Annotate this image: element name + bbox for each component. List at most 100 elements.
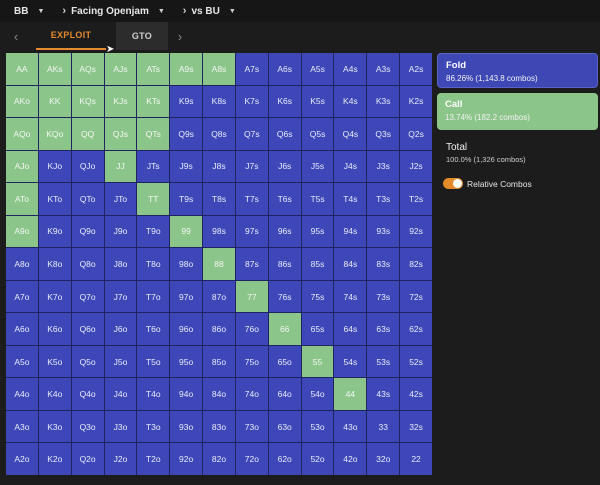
hand-cell-62o[interactable]: 62o bbox=[268, 443, 301, 475]
hand-cell-33[interactable]: 33 bbox=[367, 410, 400, 443]
breadcrumb-position[interactable]: BB ▼ bbox=[14, 0, 44, 22]
hand-cell-qts[interactable]: QTs bbox=[137, 118, 170, 150]
hand-cell-j8s[interactable]: J8s bbox=[203, 150, 235, 183]
hand-cell-q8o[interactable]: Q8o bbox=[71, 248, 104, 280]
hand-cell-t5s[interactable]: T5s bbox=[301, 183, 334, 215]
hand-cell-k6s[interactable]: K6s bbox=[268, 85, 301, 118]
hand-cell-k9o[interactable]: K9o bbox=[38, 215, 71, 248]
hand-cell-q9s[interactable]: Q9s bbox=[170, 118, 203, 150]
hand-cell-k9s[interactable]: K9s bbox=[170, 85, 203, 118]
hand-cell-t6s[interactable]: T6s bbox=[268, 183, 301, 215]
hand-cell-q6s[interactable]: Q6s bbox=[268, 118, 301, 150]
hand-cell-k3o[interactable]: K3o bbox=[38, 410, 71, 443]
hand-cell-84o[interactable]: 84o bbox=[203, 378, 235, 410]
hand-cell-j3s[interactable]: J3s bbox=[367, 150, 400, 183]
hand-cell-a7o[interactable]: A7o bbox=[6, 280, 38, 313]
hand-cell-q6o[interactable]: Q6o bbox=[71, 313, 104, 345]
hand-cell-96o[interactable]: 96o bbox=[170, 313, 203, 345]
hand-cell-q9o[interactable]: Q9o bbox=[71, 215, 104, 248]
hand-cell-72s[interactable]: 72s bbox=[400, 280, 432, 313]
hand-cell-42s[interactable]: 42s bbox=[400, 378, 432, 410]
hand-cell-kts[interactable]: KTs bbox=[137, 85, 170, 118]
chevron-down-icon[interactable]: ▼ bbox=[228, 7, 236, 15]
hand-cell-t2s[interactable]: T2s bbox=[400, 183, 432, 215]
hand-cell-q3o[interactable]: Q3o bbox=[71, 410, 104, 443]
hand-cell-88[interactable]: 88 bbox=[203, 248, 235, 280]
hand-cell-k7s[interactable]: K7s bbox=[235, 85, 268, 118]
hand-cell-65s[interactable]: 65s bbox=[301, 313, 334, 345]
hand-cell-kqs[interactable]: KQs bbox=[71, 85, 104, 118]
hand-cell-k2s[interactable]: K2s bbox=[400, 85, 432, 118]
hand-cell-65o[interactable]: 65o bbox=[268, 345, 301, 378]
hand-cell-kjs[interactable]: KJs bbox=[104, 85, 137, 118]
hand-cell-76s[interactable]: 76s bbox=[268, 280, 301, 313]
hand-cell-a2o[interactable]: A2o bbox=[6, 443, 38, 475]
hand-cell-t9s[interactable]: T9s bbox=[170, 183, 203, 215]
hand-cell-jto[interactable]: JTo bbox=[104, 183, 137, 215]
hand-cell-k6o[interactable]: K6o bbox=[38, 313, 71, 345]
hand-cell-92s[interactable]: 92s bbox=[400, 215, 432, 248]
hand-cell-a7s[interactable]: A7s bbox=[235, 53, 268, 85]
hand-cell-q5s[interactable]: Q5s bbox=[301, 118, 334, 150]
hand-cell-99[interactable]: 99 bbox=[170, 215, 203, 248]
hand-cell-k3s[interactable]: K3s bbox=[367, 85, 400, 118]
hand-cell-t9o[interactable]: T9o bbox=[137, 215, 170, 248]
tab-exploit[interactable]: EXPLOIT bbox=[36, 22, 106, 50]
hand-cell-ako[interactable]: AKo bbox=[6, 85, 38, 118]
hand-cell-72o[interactable]: 72o bbox=[235, 443, 268, 475]
hand-cell-ats[interactable]: ATs bbox=[137, 53, 170, 85]
hand-cell-95s[interactable]: 95s bbox=[301, 215, 334, 248]
hand-cell-a8o[interactable]: A8o bbox=[6, 248, 38, 280]
hand-cell-ato[interactable]: ATo bbox=[6, 183, 38, 215]
hand-cell-ajs[interactable]: AJs bbox=[104, 53, 137, 85]
call-action-card[interactable]: Call 13.74% (182.2 combos) bbox=[437, 93, 598, 130]
hand-cell-qjs[interactable]: QJs bbox=[104, 118, 137, 150]
hand-cell-74o[interactable]: 74o bbox=[235, 378, 268, 410]
hand-cell-kqo[interactable]: KQo bbox=[38, 118, 71, 150]
hand-cell-kk[interactable]: KK bbox=[38, 85, 71, 118]
hand-cell-85o[interactable]: 85o bbox=[203, 345, 235, 378]
hand-cell-82s[interactable]: 82s bbox=[400, 248, 432, 280]
hand-cell-73o[interactable]: 73o bbox=[235, 410, 268, 443]
hand-cell-98o[interactable]: 98o bbox=[170, 248, 203, 280]
hand-cell-t7o[interactable]: T7o bbox=[137, 280, 170, 313]
hand-cell-87o[interactable]: 87o bbox=[203, 280, 235, 313]
hand-cell-j4s[interactable]: J4s bbox=[334, 150, 367, 183]
hand-cell-97s[interactable]: 97s bbox=[235, 215, 268, 248]
hand-cell-a2s[interactable]: A2s bbox=[400, 53, 432, 85]
hand-cell-q2s[interactable]: Q2s bbox=[400, 118, 432, 150]
hand-cell-55[interactable]: 55 bbox=[301, 345, 334, 378]
relative-combos-toggle-row[interactable]: Relative Combos bbox=[437, 178, 598, 189]
hand-cell-t4s[interactable]: T4s bbox=[334, 183, 367, 215]
hand-cell-a9s[interactable]: A9s bbox=[170, 53, 203, 85]
hand-cell-t7s[interactable]: T7s bbox=[235, 183, 268, 215]
hand-cell-96s[interactable]: 96s bbox=[268, 215, 301, 248]
hand-cell-kjo[interactable]: KJo bbox=[38, 150, 71, 183]
hand-cell-q8s[interactable]: Q8s bbox=[203, 118, 235, 150]
hand-cell-63o[interactable]: 63o bbox=[268, 410, 301, 443]
fold-action-card[interactable]: Fold 86.26% (1,143.8 combos) bbox=[437, 53, 598, 88]
hand-cell-83o[interactable]: 83o bbox=[203, 410, 235, 443]
hand-cell-a6o[interactable]: A6o bbox=[6, 313, 38, 345]
hand-cell-22[interactable]: 22 bbox=[400, 443, 432, 475]
hand-cell-77[interactable]: 77 bbox=[235, 280, 268, 313]
hand-cell-q3s[interactable]: Q3s bbox=[367, 118, 400, 150]
hand-cell-t8o[interactable]: T8o bbox=[137, 248, 170, 280]
hand-cell-j2o[interactable]: J2o bbox=[104, 443, 137, 475]
hand-cell-jts[interactable]: JTs bbox=[137, 150, 170, 183]
hand-cell-86s[interactable]: 86s bbox=[268, 248, 301, 280]
hand-cell-j9o[interactable]: J9o bbox=[104, 215, 137, 248]
hand-cell-32s[interactable]: 32s bbox=[400, 410, 432, 443]
hand-cell-a3s[interactable]: A3s bbox=[367, 53, 400, 85]
hand-cell-k5s[interactable]: K5s bbox=[301, 85, 334, 118]
hand-cell-k5o[interactable]: K5o bbox=[38, 345, 71, 378]
hand-cell-q7s[interactable]: Q7s bbox=[235, 118, 268, 150]
hand-cell-k8o[interactable]: K8o bbox=[38, 248, 71, 280]
hand-cell-93s[interactable]: 93s bbox=[367, 215, 400, 248]
hand-cell-j9s[interactable]: J9s bbox=[170, 150, 203, 183]
hand-cell-tt[interactable]: TT bbox=[137, 183, 170, 215]
hand-cell-63s[interactable]: 63s bbox=[367, 313, 400, 345]
hand-cell-q4s[interactable]: Q4s bbox=[334, 118, 367, 150]
hand-cell-42o[interactable]: 42o bbox=[334, 443, 367, 475]
hand-cell-95o[interactable]: 95o bbox=[170, 345, 203, 378]
